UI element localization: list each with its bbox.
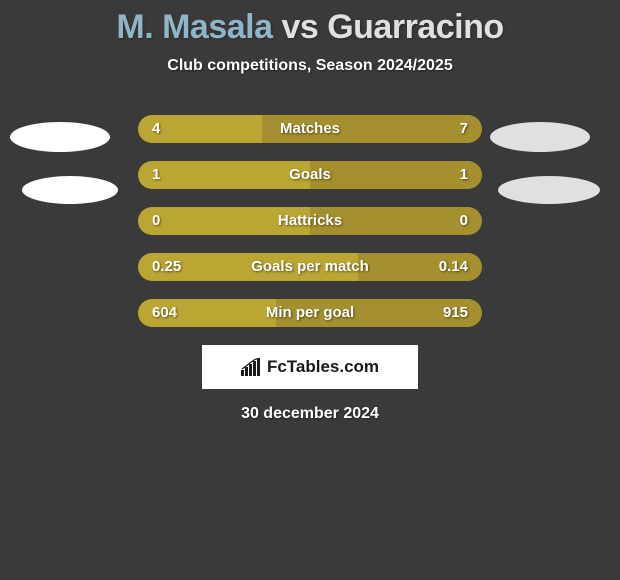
comparison-card: M. Masala vs Guarracino Club competition… — [0, 0, 620, 580]
subtitle: Club competitions, Season 2024/2025 — [0, 57, 620, 75]
stat-value-right: 915 — [443, 299, 468, 327]
date-text: 30 december 2024 — [0, 405, 620, 423]
stat-value-right: 0 — [460, 207, 468, 235]
stat-fill-left — [138, 161, 310, 189]
stat-label: Goals per match — [251, 253, 369, 281]
stat-value-right: 1 — [460, 161, 468, 189]
player-a-name: M. Masala — [116, 8, 272, 46]
stat-value-left: 1 — [152, 161, 160, 189]
stats-panel: 4 7 Matches 1 1 Goals 0 0 Hattricks 0.25 0.14 Goals… — [138, 115, 482, 327]
decor-ellipse-right-2 — [498, 176, 600, 204]
decor-ellipse-left-2 — [22, 176, 118, 204]
stat-row: 0.25 0.14 Goals per match — [138, 253, 482, 281]
stat-row: 604 915 Min per goal — [138, 299, 482, 327]
stat-value-right: 0.14 — [439, 253, 468, 281]
vs-text: vs — [273, 8, 328, 46]
decor-ellipse-right-1 — [490, 122, 590, 152]
stat-value-right: 7 — [460, 115, 468, 143]
stat-row: 1 1 Goals — [138, 161, 482, 189]
branding-text: FcTables.com — [267, 357, 379, 377]
stat-value-left: 604 — [152, 299, 177, 327]
stat-fill-right — [310, 161, 482, 189]
stat-value-left: 0 — [152, 207, 160, 235]
stat-label: Goals — [289, 161, 331, 189]
player-b-name: Guarracino — [327, 8, 503, 46]
stat-row: 0 0 Hattricks — [138, 207, 482, 235]
stat-label: Matches — [280, 115, 340, 143]
branding-badge: FcTables.com — [202, 345, 418, 389]
stat-value-left: 4 — [152, 115, 160, 143]
decor-ellipse-left-1 — [10, 122, 110, 152]
stat-label: Hattricks — [278, 207, 342, 235]
page-title: M. Masala vs Guarracino — [0, 0, 620, 47]
bars-icon — [241, 358, 263, 376]
stat-label: Min per goal — [266, 299, 354, 327]
stat-row: 4 7 Matches — [138, 115, 482, 143]
stat-value-left: 0.25 — [152, 253, 181, 281]
